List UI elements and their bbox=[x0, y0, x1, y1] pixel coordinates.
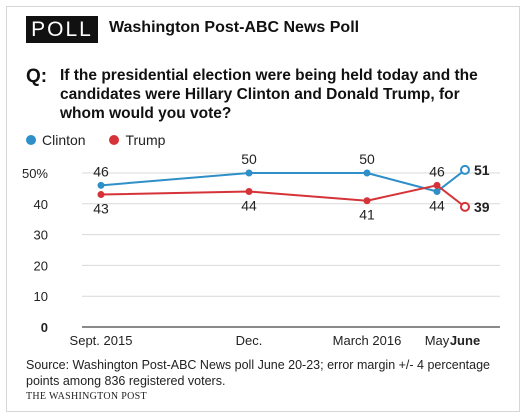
x-tick-label: June bbox=[450, 333, 480, 348]
legend-item-clinton: Clinton bbox=[26, 132, 86, 148]
data-point-trump bbox=[433, 181, 441, 189]
question-label: Q: bbox=[26, 66, 48, 87]
data-label-clinton: 44 bbox=[429, 197, 445, 213]
credit-line: THE WASHINGTON POST bbox=[26, 391, 147, 402]
data-label-trump: 46 bbox=[429, 163, 445, 179]
header-title: Washington Post-ABC News Poll bbox=[109, 19, 360, 36]
x-tick-label: March 2016 bbox=[333, 333, 402, 348]
graphic-frame bbox=[6, 6, 520, 412]
y-tick-label: 0 bbox=[41, 320, 48, 335]
data-point-trump bbox=[245, 187, 253, 195]
legend-label-trump: Trump bbox=[125, 132, 166, 148]
data-label-trump: 39 bbox=[474, 199, 490, 215]
data-label-trump: 44 bbox=[241, 197, 257, 213]
legend-label-clinton: Clinton bbox=[42, 132, 86, 148]
y-tick-label: 40 bbox=[34, 197, 48, 212]
y-tick-label: 10 bbox=[34, 289, 48, 304]
legend: Clinton Trump bbox=[26, 132, 185, 148]
data-point-trump bbox=[97, 191, 105, 199]
source-note: Source: Washington Post-ABC News poll Ju… bbox=[26, 358, 491, 388]
data-point-clinton bbox=[97, 181, 105, 189]
data-point-clinton bbox=[460, 164, 470, 175]
data-point-clinton bbox=[363, 169, 371, 177]
legend-dot-trump bbox=[109, 135, 120, 145]
x-tick-label: May bbox=[425, 333, 450, 348]
data-label-clinton: 46 bbox=[93, 163, 109, 179]
data-label-clinton: 51 bbox=[474, 162, 490, 178]
y-tick-label: 30 bbox=[34, 228, 48, 243]
question-text: If the presidential election were being … bbox=[60, 67, 478, 122]
data-point-clinton bbox=[433, 187, 441, 195]
x-tick-label: Sept. 2015 bbox=[70, 333, 133, 348]
legend-dot-clinton bbox=[26, 135, 36, 145]
data-point-trump bbox=[363, 197, 371, 205]
x-tick-label: Dec. bbox=[236, 333, 263, 348]
data-label-trump: 41 bbox=[359, 207, 375, 223]
data-point-clinton bbox=[245, 169, 253, 177]
data-label-clinton: 50 bbox=[241, 151, 257, 167]
data-label-trump: 43 bbox=[93, 201, 109, 217]
legend-item-trump: Trump bbox=[109, 132, 165, 148]
y-tick-label: 20 bbox=[34, 258, 48, 273]
y-tick-label: 50% bbox=[22, 166, 48, 181]
data-label-clinton: 50 bbox=[359, 151, 375, 167]
poll-badge: POLL bbox=[26, 16, 98, 43]
data-point-trump bbox=[460, 201, 470, 212]
